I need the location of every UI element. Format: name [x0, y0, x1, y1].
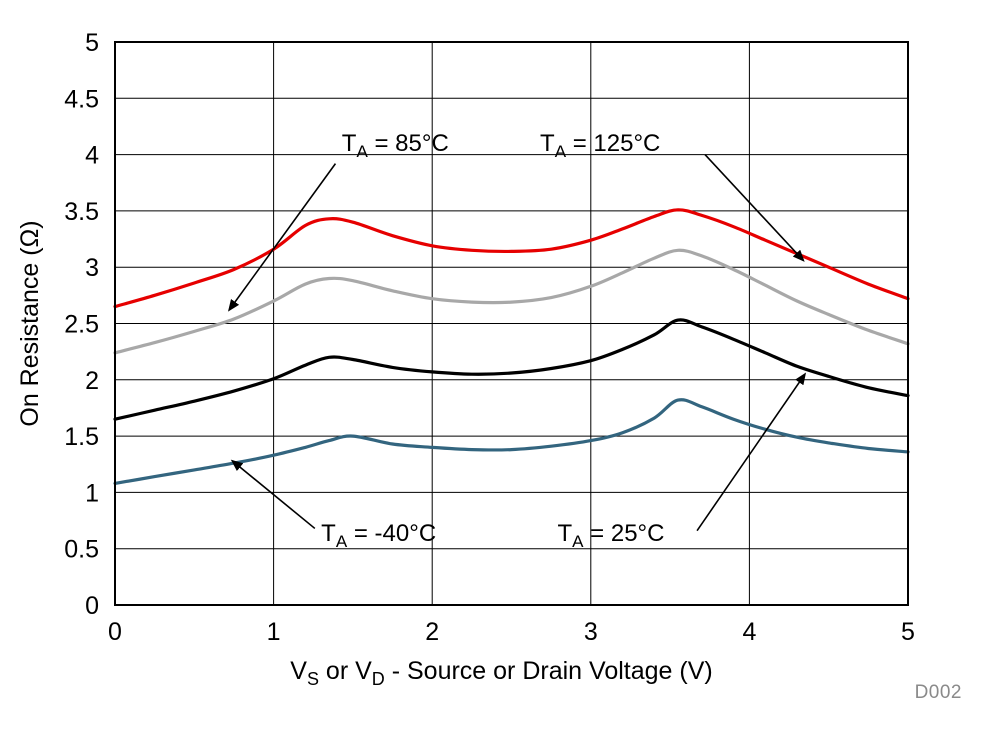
y-tick-label: 1.5: [64, 423, 99, 451]
annotation-arrow-label-minus40: [230, 459, 316, 530]
y-tick-label: 1: [85, 479, 99, 507]
annotation-label-85: TA = 85°C: [342, 130, 449, 161]
x-tick-label: 3: [584, 618, 598, 646]
y-tick-label: 0: [85, 592, 99, 620]
annotation-arrow-label-125: [704, 154, 805, 262]
y-tick-label: 0.5: [64, 536, 99, 564]
annotation-arrow-label-25: [696, 372, 807, 532]
y-tick-label: 4.5: [64, 85, 99, 113]
x-tick-label: 4: [742, 618, 756, 646]
curve-ta-minus40: [113, 398, 910, 485]
y-tick-label: 3.5: [64, 198, 99, 226]
y-tick-label: 5: [85, 29, 99, 57]
x-tick-label: 2: [425, 618, 439, 646]
annotation-label-minus40: TA = -40°C: [321, 520, 436, 551]
plot-border: [114, 41, 909, 606]
curve-ta-25: [113, 318, 910, 421]
y-tick-label: 2.5: [64, 311, 99, 339]
y-axis-label: On Resistance (Ω): [16, 220, 44, 426]
annotation-label-125: TA = 125°C: [540, 130, 660, 161]
x-tick-label: 0: [108, 618, 122, 646]
curve-ta-85: [113, 248, 910, 355]
annotation-arrow-label-85: [228, 163, 337, 312]
x-tick-label: 5: [901, 618, 915, 646]
figure-code: D002: [914, 682, 962, 703]
y-tick-label: 4: [85, 142, 99, 170]
y-tick-label: 2: [85, 367, 99, 395]
x-axis-label: VS or VD - Source or Drain Voltage (V): [290, 657, 712, 689]
y-tick-label: 3: [85, 254, 99, 282]
annotation-label-25: TA = 25°C: [557, 520, 664, 551]
x-tick-label: 1: [267, 618, 281, 646]
curve-ta-125: [113, 208, 910, 309]
